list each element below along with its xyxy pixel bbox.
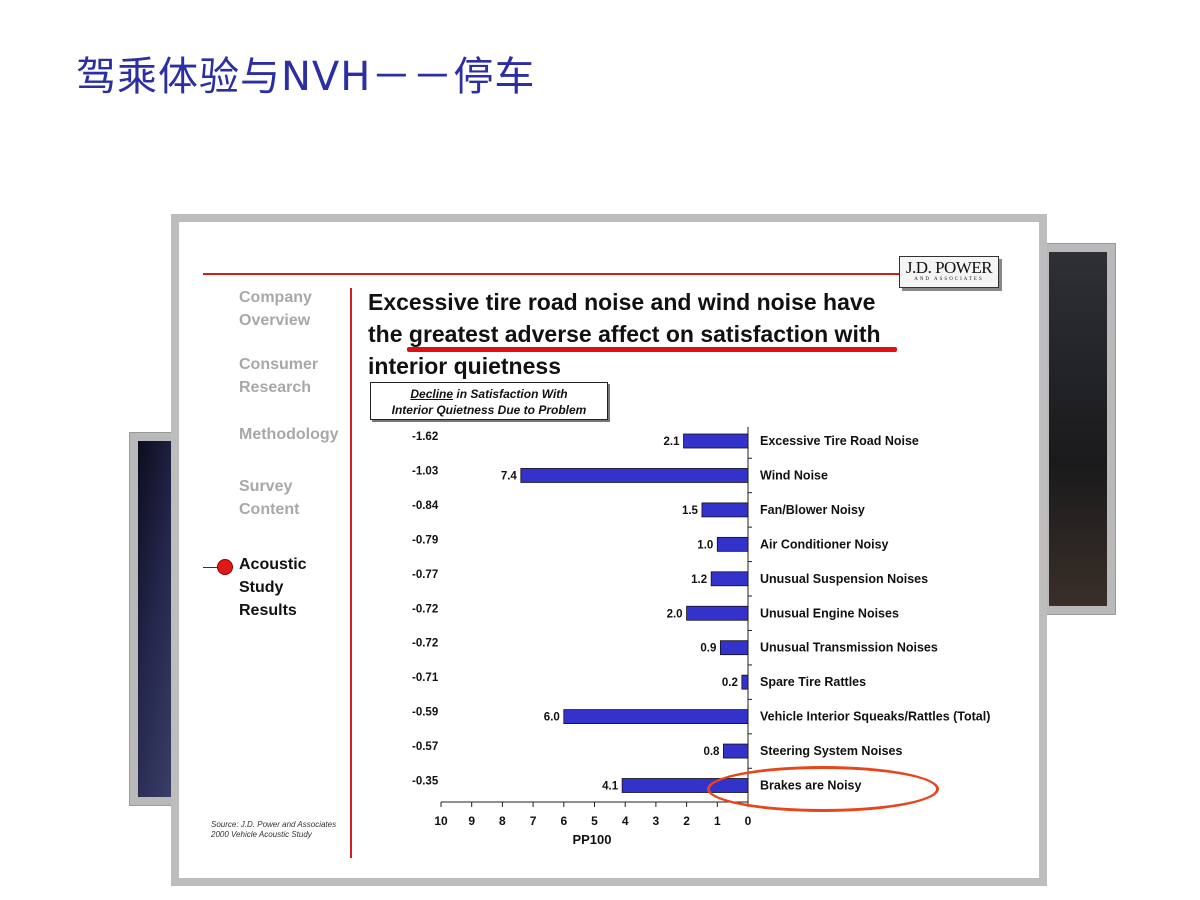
decline-label: -0.79 — [412, 534, 438, 546]
embedded-slide: J.D. POWER AND ASSOCIATES Company Overvie… — [179, 222, 1039, 878]
headline-emphasis-underline — [407, 347, 897, 352]
source-note: Source: J.D. Power and Associates 2000 V… — [211, 820, 337, 839]
bar — [716, 536, 749, 552]
highlight-oval — [707, 766, 939, 812]
bar — [563, 709, 749, 725]
decline-label: -0.59 — [412, 707, 438, 719]
value-label: 0.8 — [703, 746, 720, 758]
header-rule — [203, 273, 903, 275]
category-label: Spare Tire Rattles — [760, 675, 866, 689]
bar — [723, 743, 749, 759]
value-label: 7.4 — [501, 470, 518, 482]
bar — [741, 674, 749, 690]
x-tick-label: 9 — [468, 814, 475, 828]
x-tick-label: 0 — [745, 814, 752, 828]
value-label: 2.0 — [667, 608, 683, 620]
category-label: Fan/Blower Noisy — [760, 503, 865, 517]
category-label: Steering System Noises — [760, 744, 902, 758]
sidebar-divider — [350, 288, 352, 858]
category-label: Unusual Engine Noises — [760, 606, 899, 620]
x-tick-label: 2 — [683, 814, 690, 828]
category-label: Unusual Transmission Noises — [760, 641, 938, 655]
value-label: 6.0 — [544, 712, 560, 724]
slide-title: 驾乘体验与NVH－－停车 — [76, 54, 536, 100]
bar — [701, 502, 749, 518]
decline-label: -0.57 — [412, 741, 438, 753]
x-tick-label: 6 — [560, 814, 567, 828]
decline-label: -0.35 — [412, 776, 439, 788]
decline-label: -0.72 — [412, 638, 438, 650]
background-photo-right — [1040, 243, 1116, 615]
nav-item-acoustic-study-results[interactable]: Acoustic Study Results — [239, 556, 307, 619]
decline-label: -0.72 — [412, 603, 438, 615]
bar — [710, 571, 749, 587]
bar — [719, 640, 749, 656]
chart-legend-box: Decline in Satisfaction With Interior Qu… — [370, 382, 608, 420]
bar — [686, 605, 749, 621]
value-label: 4.1 — [602, 781, 619, 793]
value-label: 1.0 — [697, 539, 713, 551]
category-label: Vehicle Interior Squeaks/Rattles (Total) — [760, 710, 990, 724]
embedded-slide-frame: J.D. POWER AND ASSOCIATES Company Overvie… — [171, 214, 1047, 886]
decline-label: -1.62 — [412, 431, 438, 443]
value-label: 1.2 — [691, 574, 707, 586]
active-indicator-dot-icon — [217, 559, 233, 575]
category-label: Excessive Tire Road Noise — [760, 434, 919, 448]
active-marker-line — [203, 567, 219, 568]
nav-item-company-overview[interactable]: Company Overview — [239, 289, 312, 329]
x-tick-label: 1 — [714, 814, 721, 828]
value-label: 0.2 — [722, 677, 738, 689]
x-tick-label: 8 — [499, 814, 506, 828]
nav-item-survey-content[interactable]: Survey Content — [239, 478, 300, 518]
decline-label: -1.03 — [412, 465, 438, 477]
x-tick-label: 4 — [622, 814, 629, 828]
headline: Excessive tire road noise and wind noise… — [368, 289, 881, 379]
category-label: Wind Noise — [760, 468, 828, 482]
category-label: Air Conditioner Noisy — [760, 537, 889, 551]
decline-label: -0.77 — [412, 569, 438, 581]
bar — [683, 433, 749, 449]
bar — [520, 468, 749, 483]
value-label: 2.1 — [664, 436, 681, 448]
nav-item-consumer-research[interactable]: Consumer Research — [239, 356, 319, 396]
value-label: 0.9 — [700, 643, 716, 655]
category-label: Unusual Suspension Noises — [760, 572, 928, 586]
jd-power-logo: J.D. POWER AND ASSOCIATES — [899, 256, 999, 288]
x-tick-label: 7 — [530, 814, 537, 828]
nav-item-methodology[interactable]: Methodology — [239, 426, 339, 443]
x-axis-label: PP100 — [572, 832, 611, 847]
x-tick-label: 3 — [653, 814, 660, 828]
value-label: 1.5 — [682, 505, 699, 517]
x-tick-label: 10 — [434, 814, 448, 828]
decline-label: -0.84 — [412, 500, 439, 512]
x-tick-label: 5 — [591, 814, 598, 828]
decline-label: -0.71 — [412, 672, 439, 684]
